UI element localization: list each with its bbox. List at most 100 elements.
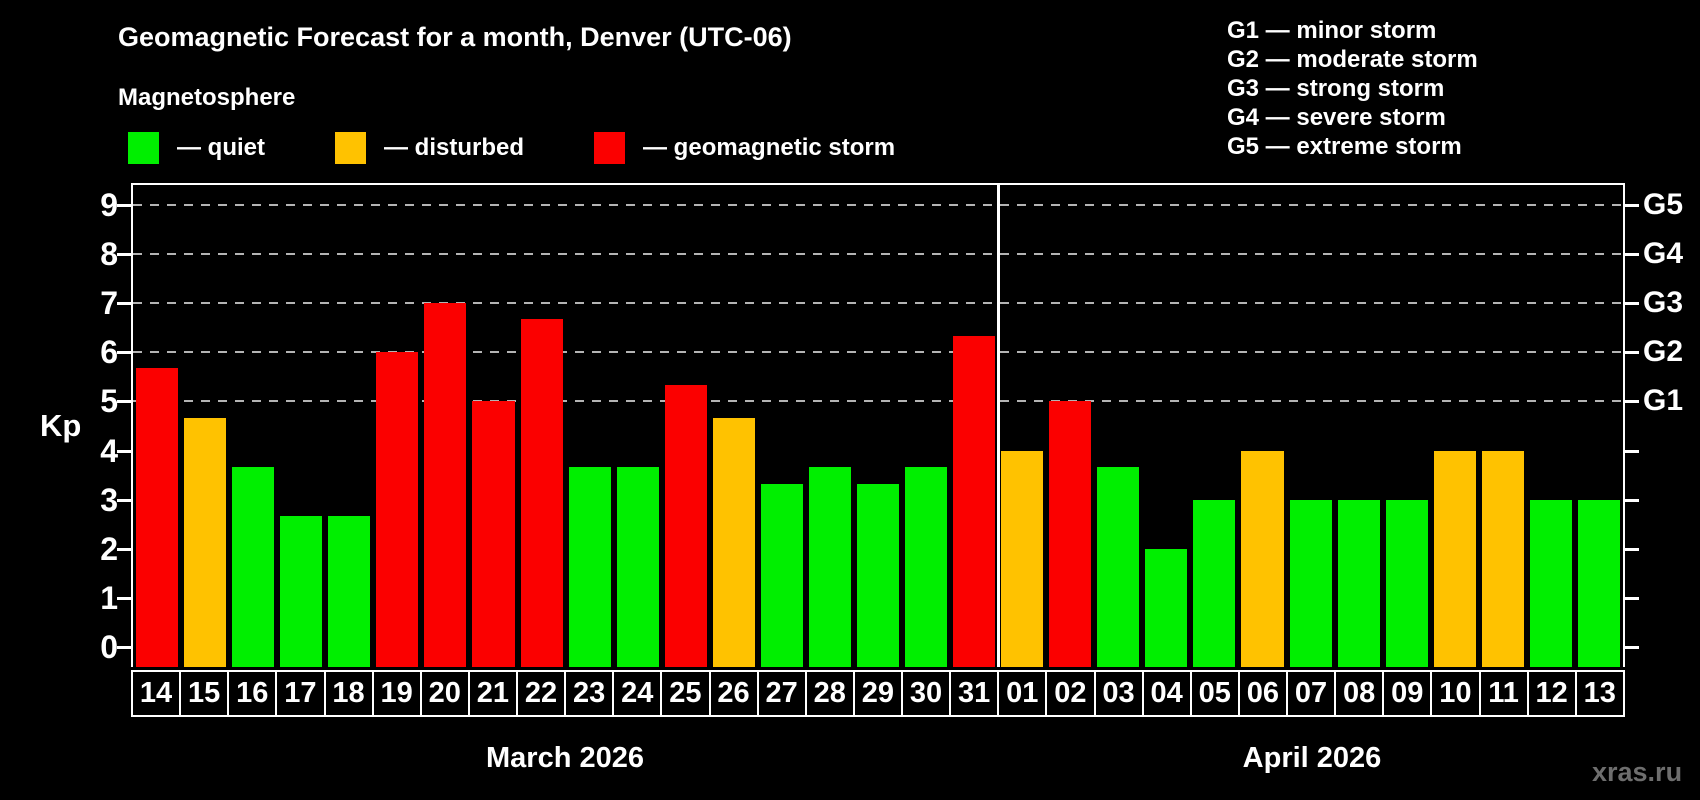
- quiet-swatch-icon: [128, 132, 159, 164]
- bar-day-08: [1337, 499, 1380, 667]
- y-tick-right: [1625, 351, 1639, 355]
- bar-day-11: [1481, 450, 1524, 667]
- bar-day-09: [1385, 499, 1428, 667]
- y-tick-right: [1625, 597, 1639, 601]
- bar-day-10: [1433, 450, 1476, 667]
- chart-subtitle: Magnetosphere: [118, 84, 296, 111]
- bar-day-24: [616, 466, 659, 667]
- bar-day-06: [1241, 450, 1284, 667]
- bar-day-20: [424, 303, 467, 667]
- day-label-03: 03: [1093, 670, 1144, 717]
- y-tick-label: 8: [100, 235, 118, 272]
- day-label-06: 06: [1237, 670, 1288, 717]
- bar-day-18: [328, 516, 371, 667]
- bar-day-22: [520, 319, 563, 667]
- bar-day-16: [232, 466, 275, 667]
- bar-day-14: [136, 368, 179, 667]
- day-label-23: 23: [564, 670, 615, 717]
- g-scale-legend-line: G5 — extreme storm: [1227, 133, 1462, 160]
- legend-item-disturbed: — disturbed: [335, 132, 524, 164]
- y-tick-right: [1625, 646, 1639, 650]
- bar-day-25: [664, 385, 707, 667]
- day-label-30: 30: [901, 670, 952, 717]
- right-axis-label-g3: G3: [1643, 286, 1684, 320]
- bar-day-21: [472, 401, 515, 667]
- y-tick-right: [1625, 302, 1639, 306]
- y-tick-left: [117, 449, 131, 453]
- bar-day-30: [905, 466, 948, 667]
- y-tick-right: [1625, 449, 1639, 453]
- y-tick-label: 2: [100, 530, 118, 567]
- y-axis-title: Kp: [40, 408, 82, 443]
- day-label-18: 18: [323, 670, 374, 717]
- y-tick-label: 9: [100, 186, 118, 223]
- y-tick-left: [117, 646, 131, 650]
- bar-day-13: [1577, 499, 1620, 667]
- y-tick-label: 4: [100, 432, 118, 469]
- legend-label-quiet: — quiet: [177, 134, 265, 161]
- day-label-15: 15: [179, 670, 230, 717]
- day-label-14: 14: [131, 670, 182, 717]
- g-scale-legend-line: G2 — moderate storm: [1227, 46, 1478, 73]
- bar-day-28: [808, 466, 851, 667]
- right-axis-label-g2: G2: [1643, 335, 1684, 369]
- gridline-kp-9: [133, 203, 1623, 206]
- disturbed-swatch-icon: [335, 132, 366, 164]
- right-axis-label-g4: G4: [1643, 236, 1684, 270]
- day-label-09: 09: [1382, 670, 1433, 717]
- y-tick-label: 0: [100, 629, 118, 666]
- day-label-16: 16: [227, 670, 278, 717]
- day-label-29: 29: [852, 670, 903, 717]
- bar-day-27: [760, 483, 803, 667]
- day-label-27: 27: [756, 670, 807, 717]
- y-tick-label: 5: [100, 383, 118, 420]
- day-label-25: 25: [660, 670, 711, 717]
- month-label-march: March 2026: [486, 742, 644, 774]
- chart-title: Geomagnetic Forecast for a month, Denver…: [118, 22, 792, 52]
- y-tick-left: [117, 203, 131, 207]
- day-label-01: 01: [997, 670, 1048, 717]
- watermark: xras.ru: [1592, 757, 1683, 787]
- g-scale-legend-line: G3 — strong storm: [1227, 75, 1445, 102]
- month-label-april: April 2026: [1242, 742, 1382, 774]
- y-tick-left: [117, 252, 131, 256]
- plot-area: [131, 183, 1625, 667]
- g-scale-legend: G1 — minor storm G2 — moderate storm G3 …: [1227, 16, 1478, 161]
- day-label-31: 31: [949, 670, 1000, 717]
- legend-label-disturbed: — disturbed: [384, 134, 525, 161]
- bar-day-02: [1049, 401, 1092, 667]
- bar-day-26: [712, 417, 755, 667]
- bar-day-23: [568, 466, 611, 667]
- day-label-02: 02: [1045, 670, 1096, 717]
- day-label-10: 10: [1430, 670, 1481, 717]
- bar-day-12: [1529, 499, 1572, 667]
- y-tick-right: [1625, 252, 1639, 256]
- bar-day-05: [1193, 499, 1236, 667]
- bar-day-15: [184, 417, 227, 667]
- gridline-kp-5: [133, 400, 1623, 403]
- day-label-24: 24: [612, 670, 663, 717]
- legend-item-storm: — geomagnetic storm: [594, 132, 895, 164]
- legend-item-quiet: — quiet: [128, 132, 265, 164]
- day-label-19: 19: [371, 670, 422, 717]
- legend-label-storm: — geomagnetic storm: [643, 134, 896, 161]
- y-tick-left: [117, 351, 131, 355]
- y-tick-left: [117, 302, 131, 306]
- y-tick-left: [117, 498, 131, 502]
- gridline-kp-8: [133, 252, 1623, 255]
- y-tick-right: [1625, 498, 1639, 502]
- bar-day-19: [376, 352, 419, 667]
- right-axis-label-g5: G5: [1643, 187, 1684, 221]
- y-tick-label: 6: [100, 334, 118, 371]
- day-label-08: 08: [1334, 670, 1385, 717]
- y-tick-label: 7: [100, 285, 118, 322]
- y-tick-left: [117, 597, 131, 601]
- bar-day-04: [1145, 548, 1188, 667]
- day-axis: 14 15 16 17 18 19 20 21 22 23 24 25 26 27 28 29 30 31 01 02…: [131, 670, 1625, 717]
- day-label-04: 04: [1141, 670, 1192, 717]
- bar-day-31: [953, 336, 996, 667]
- gridline-kp-7: [133, 302, 1623, 305]
- bar-day-07: [1289, 499, 1332, 667]
- day-label-07: 07: [1286, 670, 1337, 717]
